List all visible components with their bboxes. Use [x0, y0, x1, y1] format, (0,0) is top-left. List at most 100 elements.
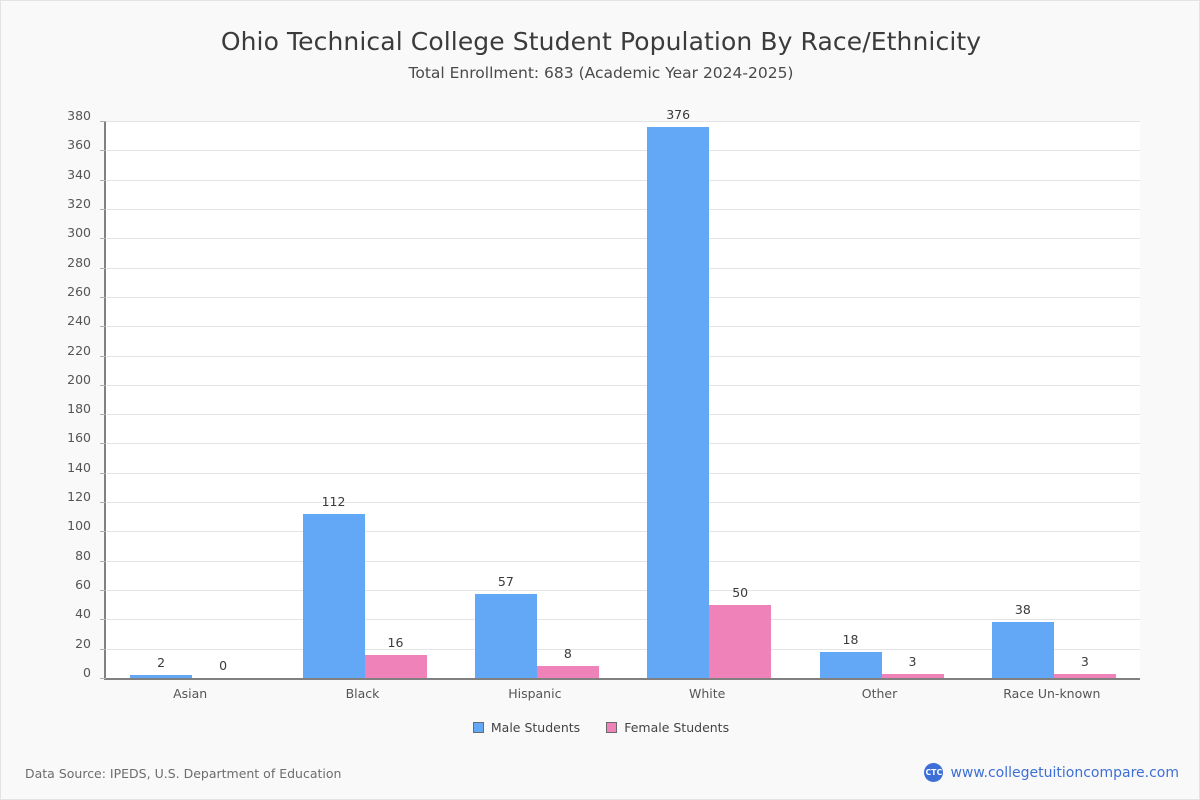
gridline	[106, 238, 1140, 240]
y-axis-tick-label: 80	[75, 547, 91, 563]
y-axis-tick-label: 160	[67, 430, 91, 446]
legend-label: Male Students	[490, 720, 581, 735]
bar-group: 57 8	[474, 121, 599, 678]
legend-swatch-icon	[606, 722, 618, 733]
y-axis-tick	[100, 678, 106, 679]
bar-female[interactable]	[536, 666, 599, 678]
y-axis-tick	[100, 208, 106, 210]
x-axis-labels: Asian Black Hispanic White Other Race Un-know…	[104, 686, 1138, 706]
y-axis-tick-label: 360	[67, 137, 91, 153]
brand-website-link[interactable]: www.collegetuitioncompare.com	[950, 764, 1179, 781]
gridline	[106, 296, 1140, 298]
y-axis-tick	[100, 326, 106, 328]
x-axis-tick-label: Asian	[173, 686, 208, 701]
data-source-text: Data Source: IPEDS, U.S. Department of E…	[25, 766, 342, 781]
bar-value-label: 16	[387, 634, 404, 650]
bar-group: 376 50	[647, 107, 772, 678]
y-axis-tick	[100, 355, 106, 357]
x-axis-tick-label: Black	[345, 686, 380, 701]
y-axis-tick	[100, 443, 106, 445]
y-axis-tick	[100, 121, 106, 122]
y-axis-tick	[100, 150, 106, 152]
y-axis-tick-label: 120	[67, 489, 91, 505]
x-axis-tick-label: Other	[861, 686, 898, 701]
gridline	[106, 414, 1140, 416]
bar-male[interactable]	[302, 513, 365, 678]
bar-value-label: 112	[321, 493, 346, 509]
y-axis-tick	[100, 560, 106, 562]
bar-value-label: 8	[563, 646, 572, 662]
bar-value-label: 18	[842, 631, 859, 647]
chart-subtitle: Total Enrollment: 683 (Academic Year 202…	[408, 64, 794, 82]
y-axis-tick	[100, 619, 106, 621]
y-axis-tick-label: 220	[67, 342, 91, 358]
y-axis-tick	[100, 531, 106, 533]
bar-value-label: 2	[157, 655, 166, 671]
bar-group: 112 16	[302, 121, 427, 678]
y-axis-tick	[100, 179, 106, 181]
gridline	[106, 121, 1140, 122]
bar-male[interactable]	[819, 651, 882, 678]
bar-male[interactable]	[130, 675, 193, 678]
y-axis-tick-label: 280	[67, 254, 91, 270]
y-axis-tick-label: 140	[67, 459, 91, 475]
bar-value-label: 3	[1080, 653, 1089, 669]
page-title: Ohio Technical College Student Populatio…	[220, 27, 982, 56]
y-axis-tick	[100, 590, 106, 592]
y-axis-tick-label: 180	[67, 401, 91, 417]
y-axis-tick-label: 340	[67, 166, 91, 182]
bar-group: 38 3	[991, 121, 1116, 678]
y-axis-tick-label: 240	[67, 313, 91, 329]
bar-group: 18 3	[819, 121, 944, 678]
gridline	[106, 384, 1140, 386]
y-axis-tick	[100, 502, 106, 504]
y-axis-tick-label: 320	[67, 195, 91, 211]
y-axis-tick-label: 0	[83, 665, 91, 680]
y-axis-tick	[100, 648, 106, 650]
bar-value-label: 38	[1014, 602, 1031, 618]
bar-male[interactable]	[991, 622, 1054, 678]
bar-male[interactable]	[474, 594, 537, 678]
y-axis-tick-label: 380	[67, 108, 91, 123]
gridline	[106, 619, 1140, 621]
y-axis-tick-label: 200	[67, 371, 91, 387]
bar-value-label: 3	[908, 653, 917, 669]
gridline	[106, 326, 1140, 328]
y-axis-tick-label: 300	[67, 225, 91, 241]
chart-legend: Male Students Female Students	[1, 720, 1200, 735]
legend-item-female[interactable]: Female Students	[606, 720, 729, 735]
y-axis-labels: 0 20 40 60 80 100 120 140 160 180 200 220 240 260 280 3…	[1, 109, 1200, 680]
bar-female[interactable]	[364, 654, 427, 678]
bar-female[interactable]	[1053, 673, 1116, 678]
gridline	[106, 267, 1140, 269]
gridline	[106, 560, 1140, 562]
plot-area: 2 0 112 16 57 8 376 50 18 3 38 3	[100, 107, 1140, 680]
x-axis-tick-label: Race Un-known	[1003, 686, 1101, 701]
gridline	[106, 648, 1140, 650]
gridline	[106, 179, 1140, 181]
gridline	[106, 355, 1140, 357]
gridline	[106, 590, 1140, 592]
brand-footer[interactable]: CTC www.collegetuitioncompare.com	[924, 763, 1179, 782]
legend-label: Female Students	[624, 720, 730, 735]
y-axis-tick-label: 40	[75, 606, 91, 622]
y-axis-tick	[100, 296, 106, 298]
gridline	[106, 531, 1140, 533]
y-axis-tick-label: 60	[75, 577, 91, 593]
bar-value-label: 376	[666, 106, 691, 122]
legend-swatch-icon	[472, 722, 484, 733]
bar-female[interactable]	[881, 673, 944, 678]
bar-male[interactable]	[647, 126, 710, 678]
x-axis-tick-label: White	[688, 686, 726, 701]
gridline	[106, 502, 1140, 504]
y-axis-tick-label: 260	[67, 283, 91, 299]
legend-item-male[interactable]: Male Students	[472, 720, 581, 735]
bar-value-label: 57	[497, 574, 514, 590]
bar-female[interactable]	[709, 604, 772, 678]
ctc-logo-icon: CTC	[924, 763, 944, 782]
gridline	[106, 472, 1140, 474]
gridline	[106, 150, 1140, 152]
bar-value-label: 0	[219, 658, 228, 673]
